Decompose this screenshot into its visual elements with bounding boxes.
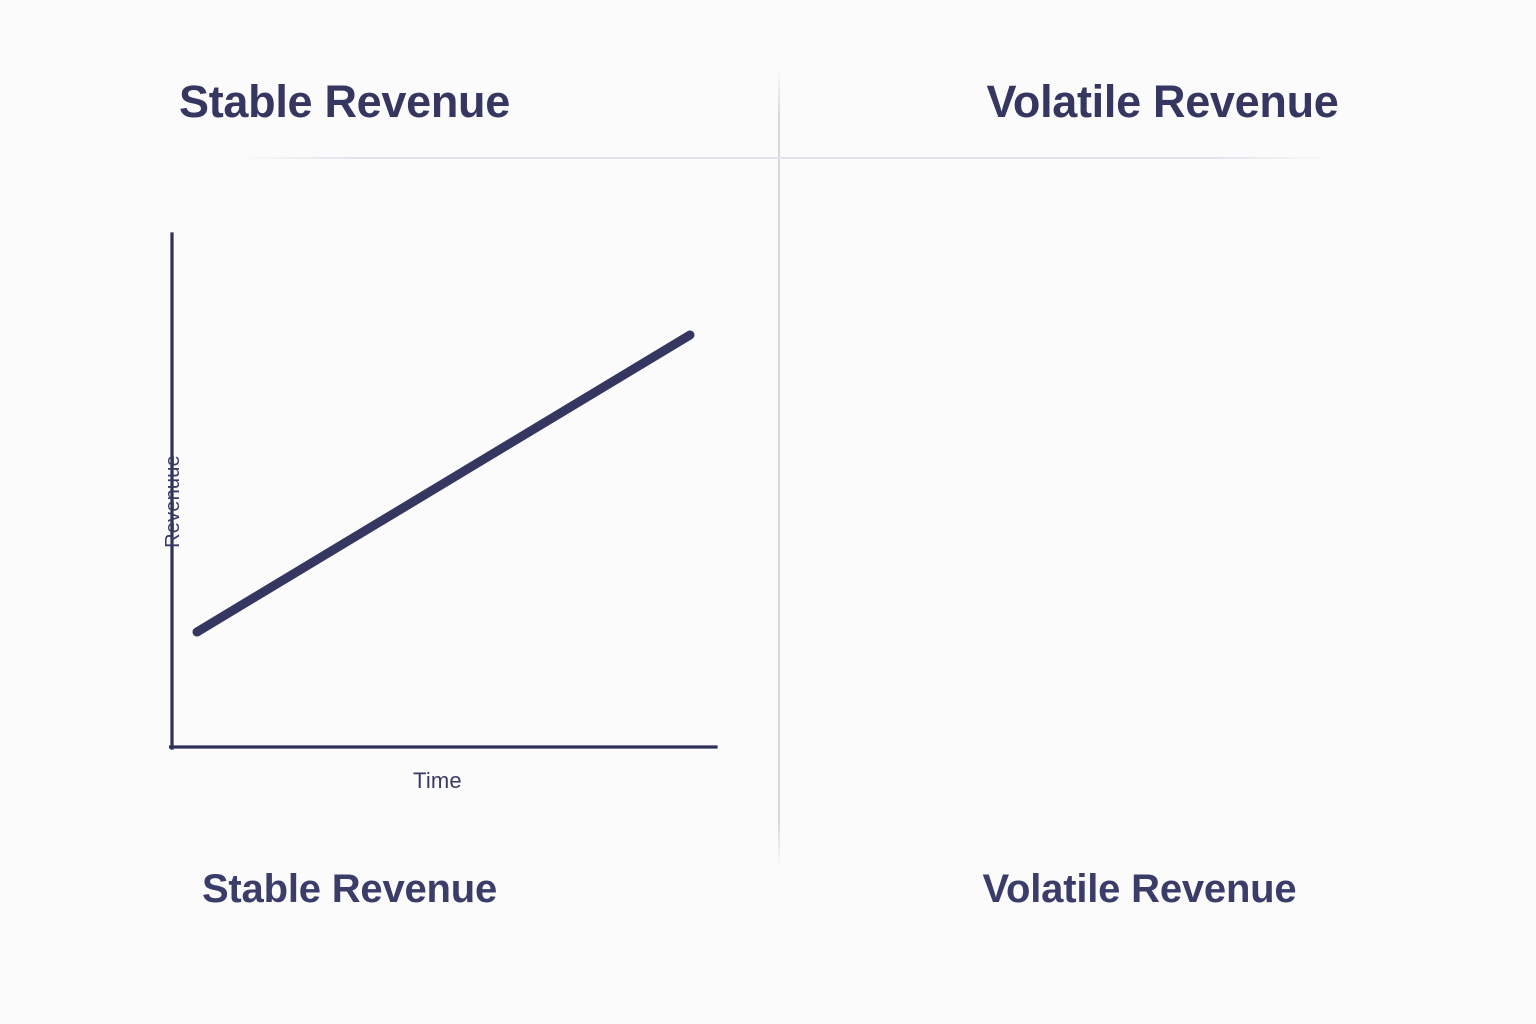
- stable-y-axis-label: Revenuue: [161, 455, 184, 548]
- stable-x-axis-label: Time: [413, 768, 462, 793]
- panel-title-stable: Stable Revenue: [179, 76, 510, 127]
- stable-revenue-trend-line: [192, 330, 695, 637]
- chart-stable-revenue: Revenuue Time: [155, 220, 735, 793]
- panel-stable-revenue: Stable Revenue Revenuue Time Stable Reve…: [155, 76, 735, 911]
- panel-caption-stable: Stable Revenue: [201, 867, 498, 911]
- header-rule-left: [238, 157, 779, 159]
- header-rule-right: [779, 157, 1333, 159]
- panel-divider: [778, 68, 780, 870]
- stable-chart-svg: [169, 232, 718, 750]
- panel-title-volatile: Volatile Revenue: [986, 76, 1339, 127]
- panel-volatile-revenue: Volatile Revenue Revenuue Time Volatile …: [779, 0, 1536, 1024]
- panel-caption-volatile: Volatile Revenue: [982, 867, 1297, 911]
